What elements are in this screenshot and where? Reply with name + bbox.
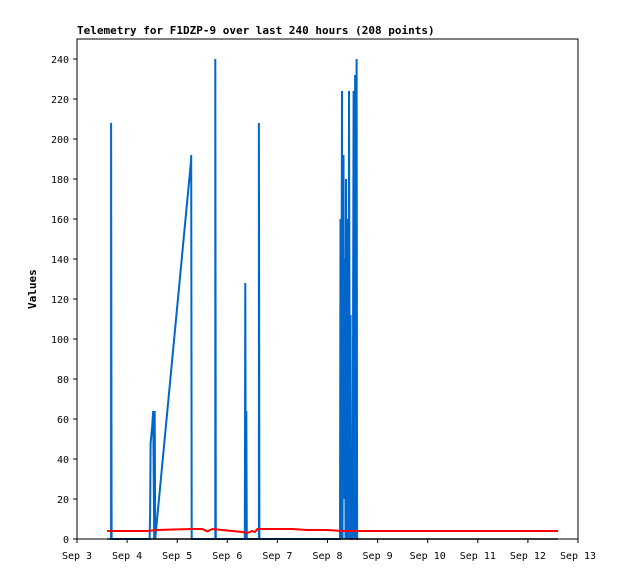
chart-title: Telemetry for F1DZP-9 over last 240 hour… xyxy=(77,24,435,37)
y-tick-label: 200 xyxy=(51,135,69,146)
y-tick-label: 120 xyxy=(51,295,69,306)
x-tick-label: Sep 9 xyxy=(363,551,393,562)
x-tick-label: Sep 4 xyxy=(112,551,142,562)
y-tick-label: 160 xyxy=(51,215,69,226)
x-tick-label: Sep 8 xyxy=(312,551,342,562)
y-tick-label: 180 xyxy=(51,175,69,186)
y-tick-label: 240 xyxy=(51,55,69,66)
series-layer xyxy=(107,58,558,540)
plot-area: 0 20 40 60 80 100 120 140 160 180 200 220 240 Sep 3 S… xyxy=(51,38,596,562)
y-tick-label: 0 xyxy=(63,535,69,546)
series-line-2 xyxy=(107,527,558,535)
y-tick-label: 140 xyxy=(51,255,69,266)
y-axis: 0 20 40 60 80 100 120 140 160 180 200 220 240 xyxy=(51,55,77,546)
y-tick-label: 220 xyxy=(51,95,69,106)
y-tick-label: 80 xyxy=(57,375,69,386)
x-tick-label: Sep 10 xyxy=(410,551,446,562)
y-tick-label: 60 xyxy=(57,415,69,426)
x-tick-label: Sep 7 xyxy=(262,551,292,562)
y-tick-label: 100 xyxy=(51,335,69,346)
x-tick-label: Sep 13 xyxy=(560,551,596,562)
x-tick-label: Sep 6 xyxy=(212,551,242,562)
x-tick-label: Sep 5 xyxy=(162,551,192,562)
y-axis-label: Values xyxy=(26,269,39,309)
y-tick-label: 20 xyxy=(57,495,69,506)
x-tick-label: Sep 11 xyxy=(460,551,496,562)
y-tick-label: 40 xyxy=(57,455,69,466)
x-tick-label: Sep 12 xyxy=(510,551,546,562)
x-tick-label: Sep 3 xyxy=(62,551,92,562)
